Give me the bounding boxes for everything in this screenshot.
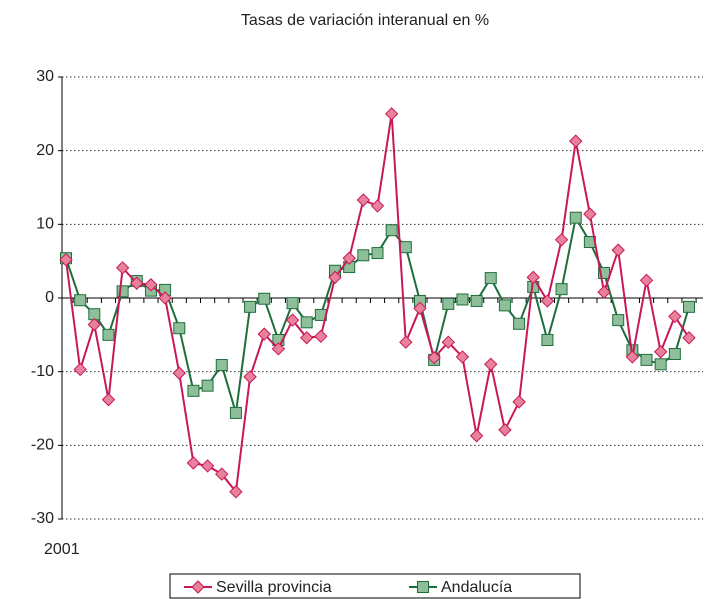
y-tick-label: -30 (31, 510, 54, 527)
marker (244, 300, 257, 313)
marker (102, 328, 115, 341)
marker (215, 359, 228, 372)
marker (357, 249, 370, 262)
y-tick-label: -10 (31, 363, 54, 380)
y-tick-label: 10 (36, 216, 54, 233)
marker (441, 335, 456, 349)
marker (285, 313, 300, 327)
marker (186, 456, 201, 470)
marker (427, 350, 441, 365)
marker (554, 233, 569, 247)
marker (625, 350, 640, 364)
marker (653, 345, 668, 359)
marker (612, 314, 625, 327)
marker (413, 301, 427, 316)
marker (342, 251, 356, 265)
marker (314, 329, 328, 344)
y-tick-label: -20 (31, 437, 54, 454)
marker (384, 107, 399, 121)
marker (115, 261, 130, 275)
marker (484, 357, 498, 372)
marker (200, 459, 215, 473)
marker (469, 429, 484, 443)
marker (513, 317, 526, 330)
marker (639, 273, 654, 288)
y-tick-label: 0 (45, 289, 54, 306)
legend-label: Andalucía (441, 579, 512, 596)
series-line (65, 113, 690, 495)
marker (470, 294, 483, 307)
marker (498, 423, 512, 437)
marker (59, 252, 73, 267)
marker (668, 347, 681, 360)
marker (654, 358, 667, 371)
marker (399, 335, 413, 349)
marker (257, 327, 271, 341)
marker (442, 297, 455, 310)
marker (455, 350, 470, 364)
marker (597, 285, 611, 299)
marker (144, 278, 158, 292)
marker (682, 331, 696, 345)
marker (172, 366, 186, 380)
legend-marker (417, 581, 429, 593)
marker (498, 299, 511, 312)
marker (173, 322, 186, 335)
marker (130, 276, 144, 290)
marker (101, 392, 116, 407)
marker (258, 292, 271, 305)
marker (512, 395, 526, 409)
marker (271, 342, 286, 356)
marker (541, 333, 554, 346)
marker (229, 485, 243, 499)
x-tick-label: 2001 (44, 541, 80, 558)
marker (640, 353, 653, 366)
marker (683, 300, 695, 313)
marker (187, 384, 200, 397)
y-tick-label: 20 (36, 142, 54, 159)
marker (456, 293, 469, 306)
marker (116, 285, 129, 298)
legend-marker (191, 580, 205, 594)
legend-box (169, 573, 581, 599)
legend-label: Sevilla provincia (216, 579, 332, 596)
marker (569, 211, 582, 224)
marker (399, 241, 412, 254)
marker (286, 297, 299, 310)
marker (484, 272, 497, 285)
marker (229, 406, 242, 419)
marker (668, 309, 682, 324)
marker (356, 193, 371, 207)
marker (370, 199, 385, 213)
marker (158, 291, 172, 305)
marker (583, 207, 597, 221)
marker (371, 247, 384, 260)
marker (299, 331, 314, 345)
y-tick-label: 30 (36, 68, 54, 85)
marker (611, 243, 625, 257)
marker (385, 224, 398, 237)
marker (328, 270, 342, 285)
chart-title: Tasas de variación interanual en % (241, 12, 489, 29)
marker (215, 467, 229, 481)
marker (243, 370, 257, 384)
marker (540, 294, 555, 308)
marker (87, 317, 102, 332)
marker (201, 379, 214, 392)
marker (74, 294, 87, 307)
marker (569, 134, 583, 148)
marker (73, 362, 87, 377)
marker (526, 270, 540, 285)
marker (300, 316, 313, 329)
marker (555, 283, 568, 296)
